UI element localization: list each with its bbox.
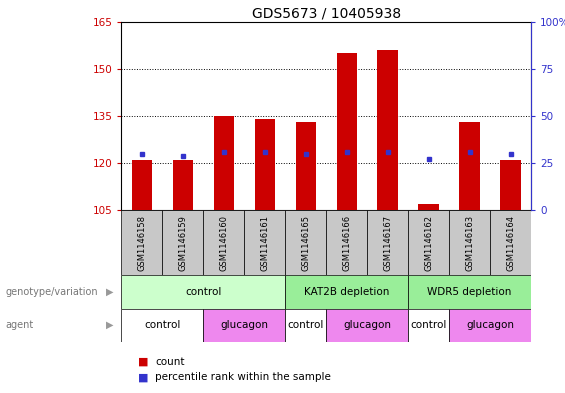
- Text: GSM1146162: GSM1146162: [424, 215, 433, 271]
- Text: agent: agent: [6, 320, 34, 330]
- Bar: [501, 160, 521, 210]
- Bar: [203, 210, 245, 275]
- Text: GSM1146165: GSM1146165: [301, 215, 310, 271]
- Bar: [121, 275, 285, 309]
- Bar: [285, 210, 327, 275]
- Text: control: control: [144, 320, 181, 330]
- Bar: [255, 119, 275, 210]
- Bar: [285, 275, 408, 309]
- Text: ▶: ▶: [106, 320, 113, 330]
- Text: percentile rank within the sample: percentile rank within the sample: [155, 372, 331, 382]
- Bar: [163, 210, 203, 275]
- Text: GSM1146159: GSM1146159: [179, 215, 188, 271]
- Text: GSM1146164: GSM1146164: [506, 215, 515, 271]
- Bar: [490, 210, 531, 275]
- Bar: [285, 309, 327, 342]
- Text: glucagon: glucagon: [466, 320, 514, 330]
- Bar: [327, 309, 408, 342]
- Text: ▶: ▶: [106, 287, 113, 297]
- Text: GSM1146161: GSM1146161: [260, 215, 270, 271]
- Text: GSM1146163: GSM1146163: [465, 215, 474, 271]
- Text: count: count: [155, 356, 185, 367]
- Bar: [327, 210, 367, 275]
- Text: control: control: [288, 320, 324, 330]
- Text: ■: ■: [138, 372, 149, 382]
- Text: ■: ■: [138, 356, 149, 367]
- Bar: [295, 122, 316, 210]
- Text: GSM1146166: GSM1146166: [342, 215, 351, 271]
- Bar: [244, 210, 285, 275]
- Text: glucagon: glucagon: [344, 320, 391, 330]
- Text: GSM1146160: GSM1146160: [219, 215, 228, 271]
- Text: WDR5 depletion: WDR5 depletion: [428, 287, 512, 297]
- Bar: [121, 210, 163, 275]
- Bar: [132, 160, 152, 210]
- Text: control: control: [185, 287, 221, 297]
- Bar: [408, 275, 531, 309]
- Bar: [377, 50, 398, 210]
- Bar: [419, 204, 439, 210]
- Bar: [121, 309, 203, 342]
- Bar: [214, 116, 234, 210]
- Text: KAT2B depletion: KAT2B depletion: [304, 287, 389, 297]
- Bar: [408, 309, 449, 342]
- Bar: [173, 160, 193, 210]
- Bar: [449, 210, 490, 275]
- Bar: [203, 309, 285, 342]
- Bar: [459, 122, 480, 210]
- Text: glucagon: glucagon: [220, 320, 268, 330]
- Text: control: control: [411, 320, 447, 330]
- Text: GSM1146167: GSM1146167: [383, 215, 392, 271]
- Bar: [367, 210, 408, 275]
- Bar: [408, 210, 449, 275]
- Bar: [337, 53, 357, 210]
- Text: GSM1146158: GSM1146158: [137, 215, 146, 271]
- Bar: [449, 309, 531, 342]
- Text: genotype/variation: genotype/variation: [6, 287, 98, 297]
- Title: GDS5673 / 10405938: GDS5673 / 10405938: [252, 6, 401, 20]
